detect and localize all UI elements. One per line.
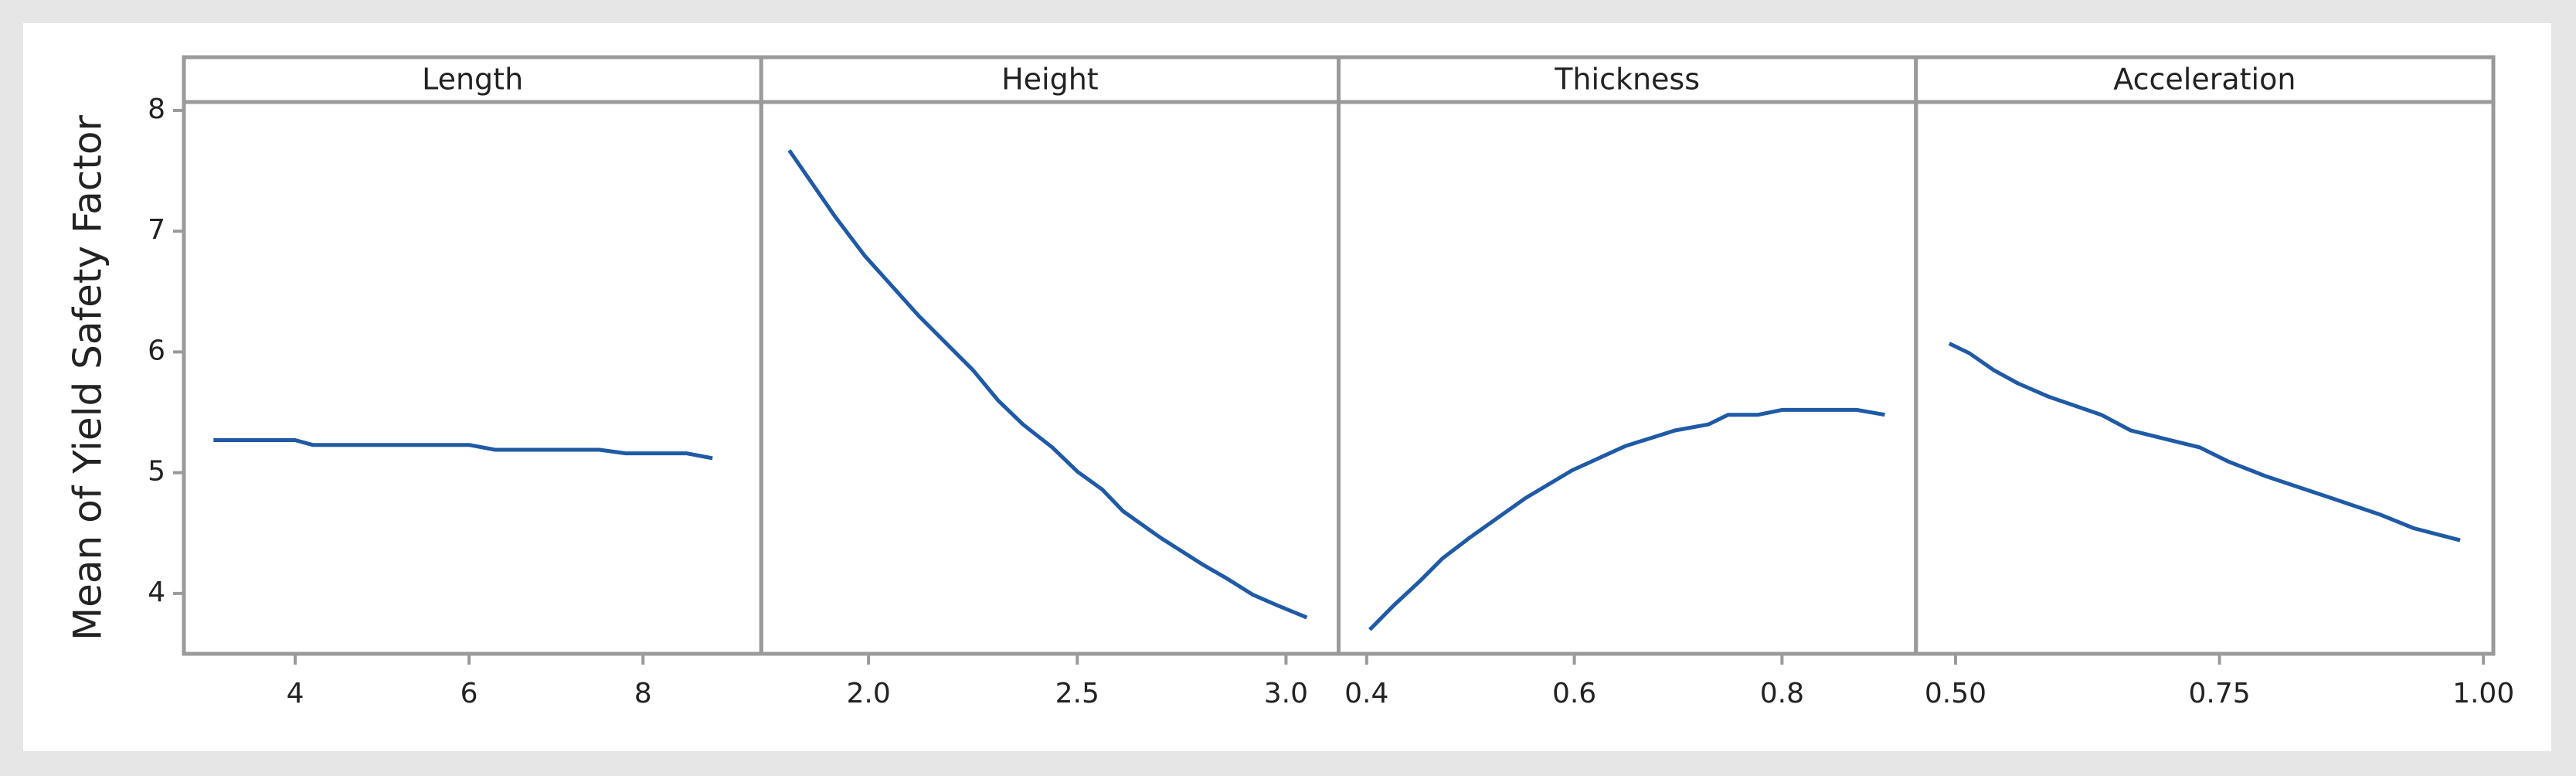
y-tick-label: 7 (148, 214, 165, 246)
x-tick-label: 2.0 (846, 678, 890, 709)
data-line (1948, 342, 2461, 543)
x-tick-label: 4 (287, 678, 304, 709)
x-tick-label: 8 (634, 678, 652, 709)
data-line (213, 438, 713, 461)
panel-frame (1914, 100, 2496, 656)
x-tick-label: 1.00 (2452, 678, 2514, 709)
y-tick-label: 8 (148, 94, 165, 125)
y-tick-label: 5 (148, 456, 165, 488)
x-tick-label: 0.4 (1344, 678, 1388, 709)
panel-header (182, 55, 763, 104)
panel-header (1337, 55, 1918, 104)
x-tick-label: 2.5 (1055, 678, 1099, 709)
y-tick-label: 4 (148, 577, 165, 608)
x-tick-label: 0.50 (1925, 678, 1986, 709)
y-axis-label: Mean of Yield Safety Factor (66, 115, 110, 641)
chart-area (23, 23, 2551, 751)
x-tick-label: 0.6 (1552, 678, 1596, 709)
x-tick-label: 0.8 (1760, 678, 1804, 709)
x-tick-label: 3.0 (1264, 678, 1308, 709)
panel-title: Acceleration (2113, 63, 2296, 97)
panel-header (1914, 55, 2496, 104)
y-tick-label: 6 (148, 335, 165, 366)
panel-title: Length (422, 63, 523, 97)
panel-title: Height (1001, 63, 1099, 97)
x-tick-label: 0.75 (2188, 678, 2250, 709)
data-line (1368, 407, 1885, 631)
data-line (787, 149, 1308, 620)
panel-title: Thickness (1554, 63, 1700, 97)
x-tick-label: 6 (460, 678, 478, 709)
